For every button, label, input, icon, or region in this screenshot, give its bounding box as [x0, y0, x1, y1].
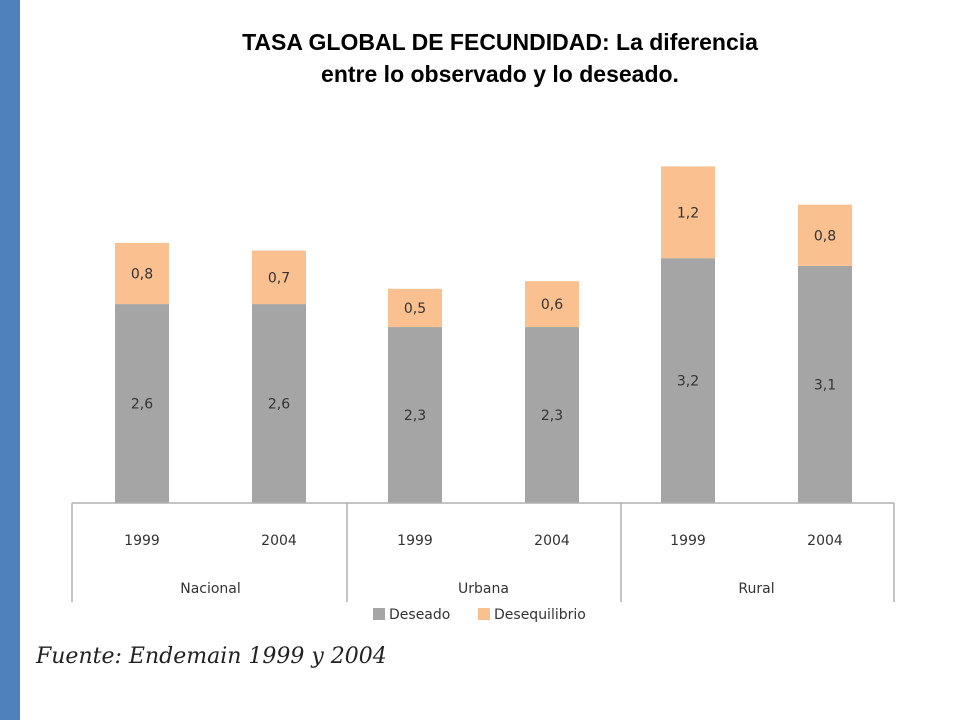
bar-desequilibrio-0 [115, 242, 169, 305]
bar-desequilibrio-1 [252, 250, 306, 305]
x-tick-label-5: 2004 [807, 533, 843, 549]
group-label-1: Urbana [458, 581, 509, 597]
bar-desequilibrio-5 [798, 204, 852, 266]
data-label-deseado-3: 2,3 [541, 408, 563, 424]
title-line-1: TASA GLOBAL DE FECUNDIDAD: La diferencia [242, 29, 758, 55]
x-tick-label-3: 2004 [534, 533, 570, 549]
bar-deseado-4 [661, 258, 715, 503]
legend-swatch-1 [478, 608, 490, 620]
x-tick-label-2: 1999 [397, 533, 433, 549]
bar-deseado-5 [798, 265, 852, 503]
data-label-deseado-5: 3,1 [814, 377, 836, 393]
x-tick-label-4: 1999 [670, 533, 706, 549]
legend-label-0: Deseado [389, 607, 450, 623]
bar-desequilibrio-3 [525, 281, 579, 328]
bar-desequilibrio-2 [388, 288, 442, 328]
bar-desequilibrio-4 [661, 166, 715, 259]
data-label-desequilibrio-3: 0,6 [541, 297, 563, 313]
group-label-2: Rural [738, 581, 774, 597]
group-label-0: Nacional [180, 581, 241, 597]
title-line-2: entre lo observado y lo deseado. [321, 61, 679, 87]
source-note: Fuente: Endemain 1999 y 2004 [36, 644, 387, 669]
data-label-deseado-1: 2,6 [268, 397, 290, 413]
x-tick-label-1: 2004 [261, 533, 297, 549]
data-label-desequilibrio-2: 0,5 [404, 301, 426, 317]
bar-deseado-1 [252, 304, 306, 503]
data-label-desequilibrio-1: 0,7 [268, 270, 290, 286]
data-label-deseado-2: 2,3 [404, 408, 426, 424]
data-label-deseado-0: 2,6 [131, 397, 153, 413]
legend-swatch-0 [373, 608, 385, 620]
legend-label-1: Desequilibrio [494, 607, 586, 623]
data-label-deseado-4: 3,2 [677, 374, 699, 390]
bar-deseado-0 [115, 304, 169, 503]
data-label-desequilibrio-0: 0,8 [131, 267, 153, 283]
page-title: TASA GLOBAL DE FECUNDIDAD: La diferencia… [100, 26, 900, 90]
accent-side-bar [0, 0, 20, 720]
x-tick-label-0: 1999 [124, 533, 160, 549]
bar-deseado-3 [525, 327, 579, 503]
data-label-desequilibrio-5: 0,8 [814, 228, 836, 244]
data-label-desequilibrio-4: 1,2 [677, 205, 699, 221]
bar-deseado-2 [388, 327, 442, 503]
